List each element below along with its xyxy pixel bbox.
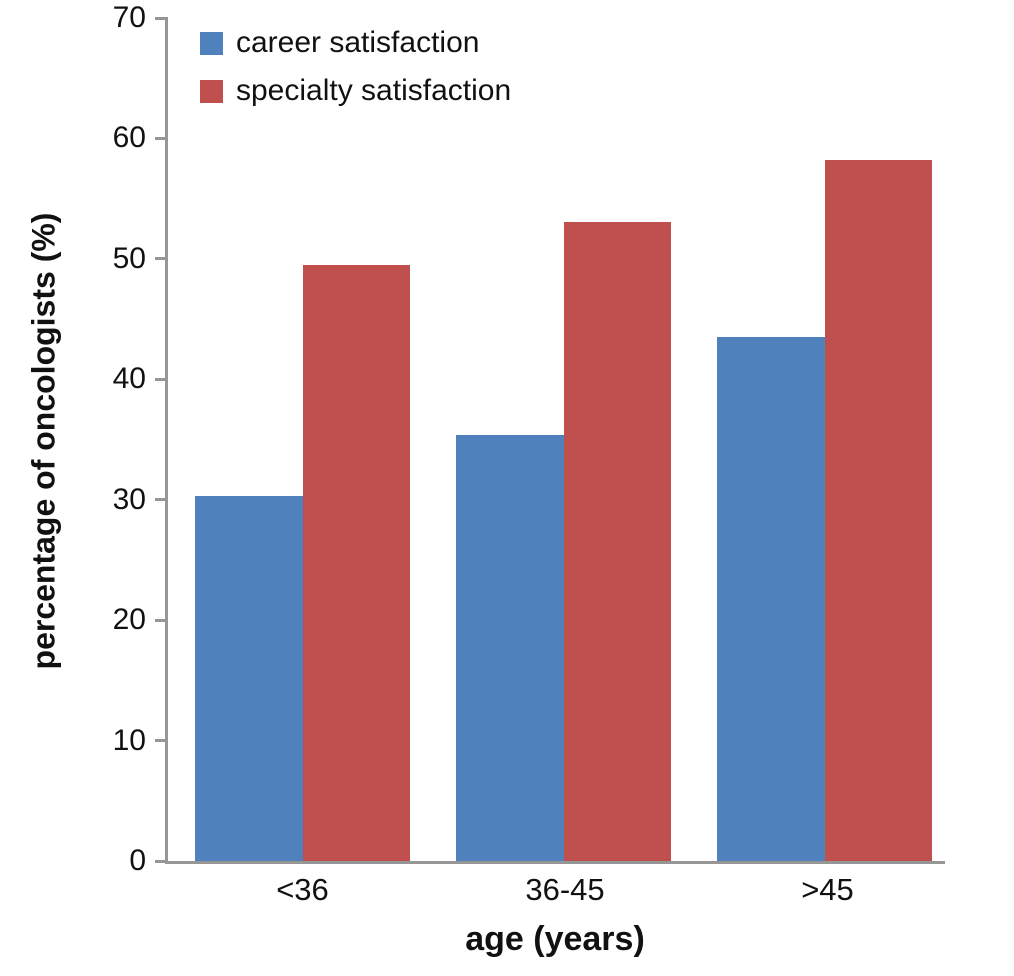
x-tick-label-0: <36 <box>276 872 329 907</box>
bar-group-0 <box>195 18 410 861</box>
y-tick-20: 20 <box>113 605 168 635</box>
legend-swatch-icon <box>200 31 223 55</box>
legend-item-1: specialty satisfaction <box>200 74 511 108</box>
plot-area: career satisfaction specialty satisfactio… <box>113 3 945 876</box>
y-tick-0: 0 <box>129 846 168 876</box>
y-tick-label: 50 <box>112 241 146 275</box>
legend-label: career satisfaction <box>236 26 480 59</box>
y-tick-mark <box>155 498 168 502</box>
bar-series1-cat2 <box>824 160 932 861</box>
bar-group-1 <box>456 18 671 861</box>
legend-swatch-icon <box>200 79 223 103</box>
y-tick-40: 40 <box>113 364 168 394</box>
y-tick-label: 70 <box>112 1 146 34</box>
y-tick-mark <box>155 136 168 140</box>
x-axis-labels: <36 36-45 >45 <box>168 864 948 908</box>
y-tick-mark <box>155 739 168 743</box>
bar-series1-cat1 <box>563 221 671 861</box>
legend-item-0: career satisfaction <box>200 26 511 60</box>
y-tick-mark <box>155 377 168 381</box>
y-tick-30: 30 <box>112 482 168 516</box>
y-tick-label: 20 <box>112 603 146 637</box>
bar-series1-cat0 <box>302 264 410 861</box>
legend: career satisfaction specialty satisfactio… <box>200 26 511 108</box>
bar-series0-cat1 <box>456 434 564 861</box>
x-axis-title: age (years) <box>465 920 645 958</box>
y-tick-mark <box>155 16 168 20</box>
y-tick-10: 10 <box>112 723 168 757</box>
y-tick-50: 50 <box>112 241 168 275</box>
bar-series0-cat0 <box>195 496 303 861</box>
y-tick-label: 10 <box>112 723 146 757</box>
y-tick-70: 70 <box>113 3 168 33</box>
x-tick-label-1: 36-45 <box>525 872 605 907</box>
y-tick-label: 30 <box>112 482 146 516</box>
x-tick-label-2: >45 <box>801 872 854 907</box>
y-axis-title: percentage of oncologists (%) <box>25 212 62 670</box>
y-tick-label: 60 <box>112 121 146 155</box>
y-tick-60: 60 <box>113 123 168 153</box>
y-tick-label: 0 <box>129 844 146 877</box>
bar-series0-cat2 <box>717 337 825 861</box>
y-tick-label: 40 <box>112 362 146 396</box>
bar-group-2 <box>717 18 932 861</box>
y-tick-mark <box>155 859 168 863</box>
y-tick-mark <box>155 257 168 261</box>
y-tick-mark <box>155 618 168 622</box>
legend-label: specialty satisfaction <box>236 74 512 107</box>
